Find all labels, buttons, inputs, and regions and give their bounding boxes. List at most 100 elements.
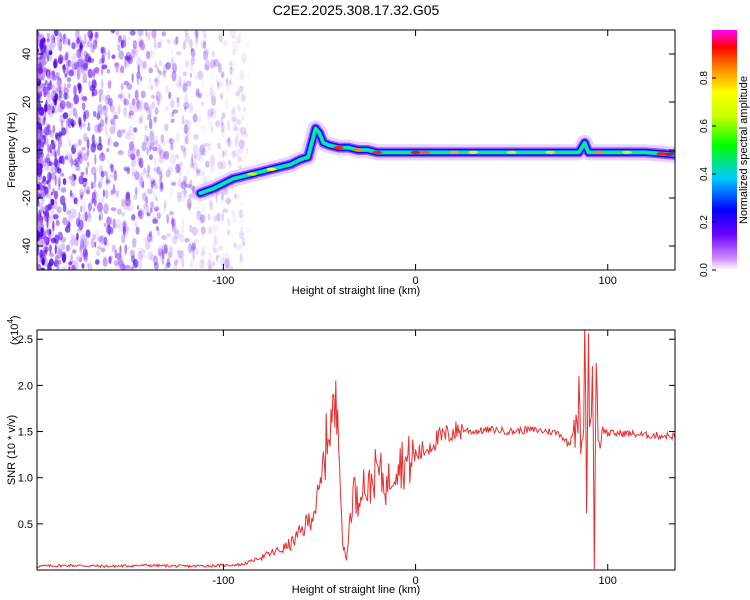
spectrogram-noise-speck bbox=[78, 120, 83, 130]
spectrogram-noise-speck bbox=[239, 201, 245, 207]
spectrogram-noise-speck bbox=[96, 143, 103, 151]
spectrogram-noise-speck bbox=[59, 33, 63, 43]
spectrogram-noise-speck bbox=[153, 255, 158, 266]
spectrogram-noise-speck bbox=[189, 224, 193, 233]
spectrogram-noise-speck bbox=[181, 115, 185, 125]
spectrogram-noise-speck bbox=[44, 79, 48, 86]
spectrogram-noise-speck bbox=[240, 126, 247, 135]
spectrogram-noise-speck bbox=[151, 101, 156, 110]
spectrogram-noise-speck bbox=[219, 92, 224, 100]
spectrogram-noise-speck bbox=[57, 244, 60, 251]
spectrogram-noise-speck bbox=[131, 134, 135, 144]
spectrogram-noise-speck bbox=[46, 52, 50, 63]
spectrogram-noise-speck bbox=[211, 73, 215, 79]
spectrogram-noise-speck bbox=[92, 39, 98, 50]
spectrogram-noise-speck bbox=[229, 30, 236, 38]
spectrogram-noise-speck bbox=[192, 144, 199, 154]
spectrogram-noise-speck bbox=[147, 188, 153, 195]
spectrogram-noise-speck bbox=[121, 212, 125, 217]
spectrogram-noise-speck bbox=[45, 129, 52, 136]
spectrogram-noise-speck bbox=[62, 217, 68, 226]
spectrogram-noise-speck bbox=[124, 167, 130, 172]
spectrogram-noise-speck bbox=[156, 67, 160, 74]
spectrogram-noise-speck bbox=[42, 86, 49, 95]
spectrogram-noise-speck bbox=[114, 249, 118, 259]
spectrogram-noise-speck bbox=[113, 123, 117, 129]
spectrogram-noise-speck bbox=[155, 90, 161, 102]
spectrogram-noise-speck bbox=[215, 254, 221, 259]
spectrogram-noise-speck bbox=[98, 181, 102, 189]
spectrogram-noise-speck bbox=[119, 245, 122, 254]
spectrogram-noise-speck bbox=[65, 209, 72, 215]
spectrogram-noise-speck bbox=[56, 263, 60, 270]
spectrogram-noise-speck bbox=[113, 170, 117, 182]
spectrogram-noise-speck bbox=[134, 89, 139, 101]
spectrogram-noise-speck bbox=[142, 237, 149, 242]
spectrogram-noise-speck bbox=[152, 146, 158, 152]
spectrogram-noise-speck bbox=[54, 87, 59, 95]
spectrogram-noise-speck bbox=[235, 193, 240, 199]
spectrogram-noise-speck bbox=[124, 264, 131, 270]
spectrogram-noise-speck bbox=[94, 230, 100, 241]
spectrogram-noise-speck bbox=[55, 72, 60, 78]
spectrogram-noise-speck bbox=[116, 252, 122, 261]
spectrogram-noise-speck bbox=[157, 166, 163, 173]
spectrogram-noise-speck bbox=[45, 209, 50, 219]
spectrogram-noise-speck bbox=[199, 114, 202, 123]
spectrogram-noise-speck bbox=[219, 171, 222, 176]
spectrogram-noise-speck bbox=[120, 82, 124, 91]
spectrogram-x-tick-label: 100 bbox=[599, 275, 617, 287]
spectrogram-noise-speck bbox=[171, 39, 177, 45]
spectrogram-noise-speck bbox=[82, 72, 87, 83]
spectrogram-noise-speck bbox=[109, 163, 114, 169]
spectrogram-noise-speck bbox=[130, 265, 134, 270]
spectrogram-noise-speck bbox=[136, 148, 140, 158]
spectrogram-noise-speck bbox=[229, 77, 232, 87]
spectrogram-noise-speck bbox=[178, 250, 184, 258]
spectrogram-noise-speck bbox=[38, 231, 44, 237]
spectrogram-noise-speck bbox=[68, 261, 73, 266]
spectrogram-noise-speck bbox=[153, 78, 158, 83]
spectrogram-noise-speck bbox=[195, 168, 201, 174]
spectrogram-ridge-hotspot bbox=[545, 150, 556, 154]
spectrogram-noise-speck bbox=[178, 75, 182, 86]
spectrogram-noise-speck bbox=[237, 38, 242, 43]
spectrogram-noise-speck bbox=[59, 195, 66, 206]
spectrogram-noise-speck bbox=[50, 165, 55, 173]
spectrogram-noise-speck bbox=[185, 183, 192, 188]
spectrogram-noise-speck bbox=[130, 145, 136, 155]
spectrogram-noise-speck bbox=[80, 171, 85, 176]
spectrogram-noise-speck bbox=[60, 90, 63, 96]
spectrogram-noise-speck bbox=[124, 220, 128, 232]
spectrogram-noise-speck bbox=[37, 53, 41, 58]
spectrogram-noise-speck bbox=[80, 65, 85, 74]
spectrogram-noise-speck bbox=[104, 97, 110, 104]
spectrogram-noise-speck bbox=[43, 104, 47, 111]
spectrogram-noise-speck bbox=[224, 251, 229, 263]
spectrogram-noise-speck bbox=[124, 55, 130, 60]
spectrogram-noise-speck bbox=[114, 263, 119, 269]
snr-y-tick-label: 1.0 bbox=[18, 473, 33, 485]
spectrogram-noise-speck bbox=[141, 141, 147, 152]
spectrogram-noise-speck bbox=[79, 41, 83, 52]
spectrogram-noise-speck bbox=[182, 82, 188, 93]
spectrogram-noise-speck bbox=[158, 92, 163, 104]
spectrogram-noise-speck bbox=[178, 181, 184, 188]
spectrogram-noise-speck bbox=[46, 70, 50, 81]
spectrogram-noise-speck bbox=[164, 265, 168, 270]
spectrogram-noise-speck bbox=[157, 149, 162, 156]
spectrogram-noise-speck bbox=[99, 127, 104, 132]
spectrogram-noise-speck bbox=[61, 251, 67, 263]
spectrogram-noise-speck bbox=[166, 39, 171, 44]
spectrogram-noise-speck bbox=[70, 157, 73, 168]
spectrogram-noise-speck bbox=[40, 42, 46, 54]
spectrogram-noise-speck bbox=[179, 161, 183, 168]
spectrogram-noise-speck bbox=[68, 266, 71, 270]
spectrogram-noise-speck bbox=[231, 150, 236, 159]
spectrogram-noise-speck bbox=[240, 132, 245, 138]
spectrogram-noise-speck bbox=[177, 177, 182, 187]
spectrogram-noise-speck bbox=[37, 266, 40, 270]
spectrogram-noise-speck bbox=[157, 146, 163, 153]
spectrogram-noise-speck bbox=[197, 92, 203, 99]
spectrogram-noise-speck bbox=[174, 36, 178, 47]
